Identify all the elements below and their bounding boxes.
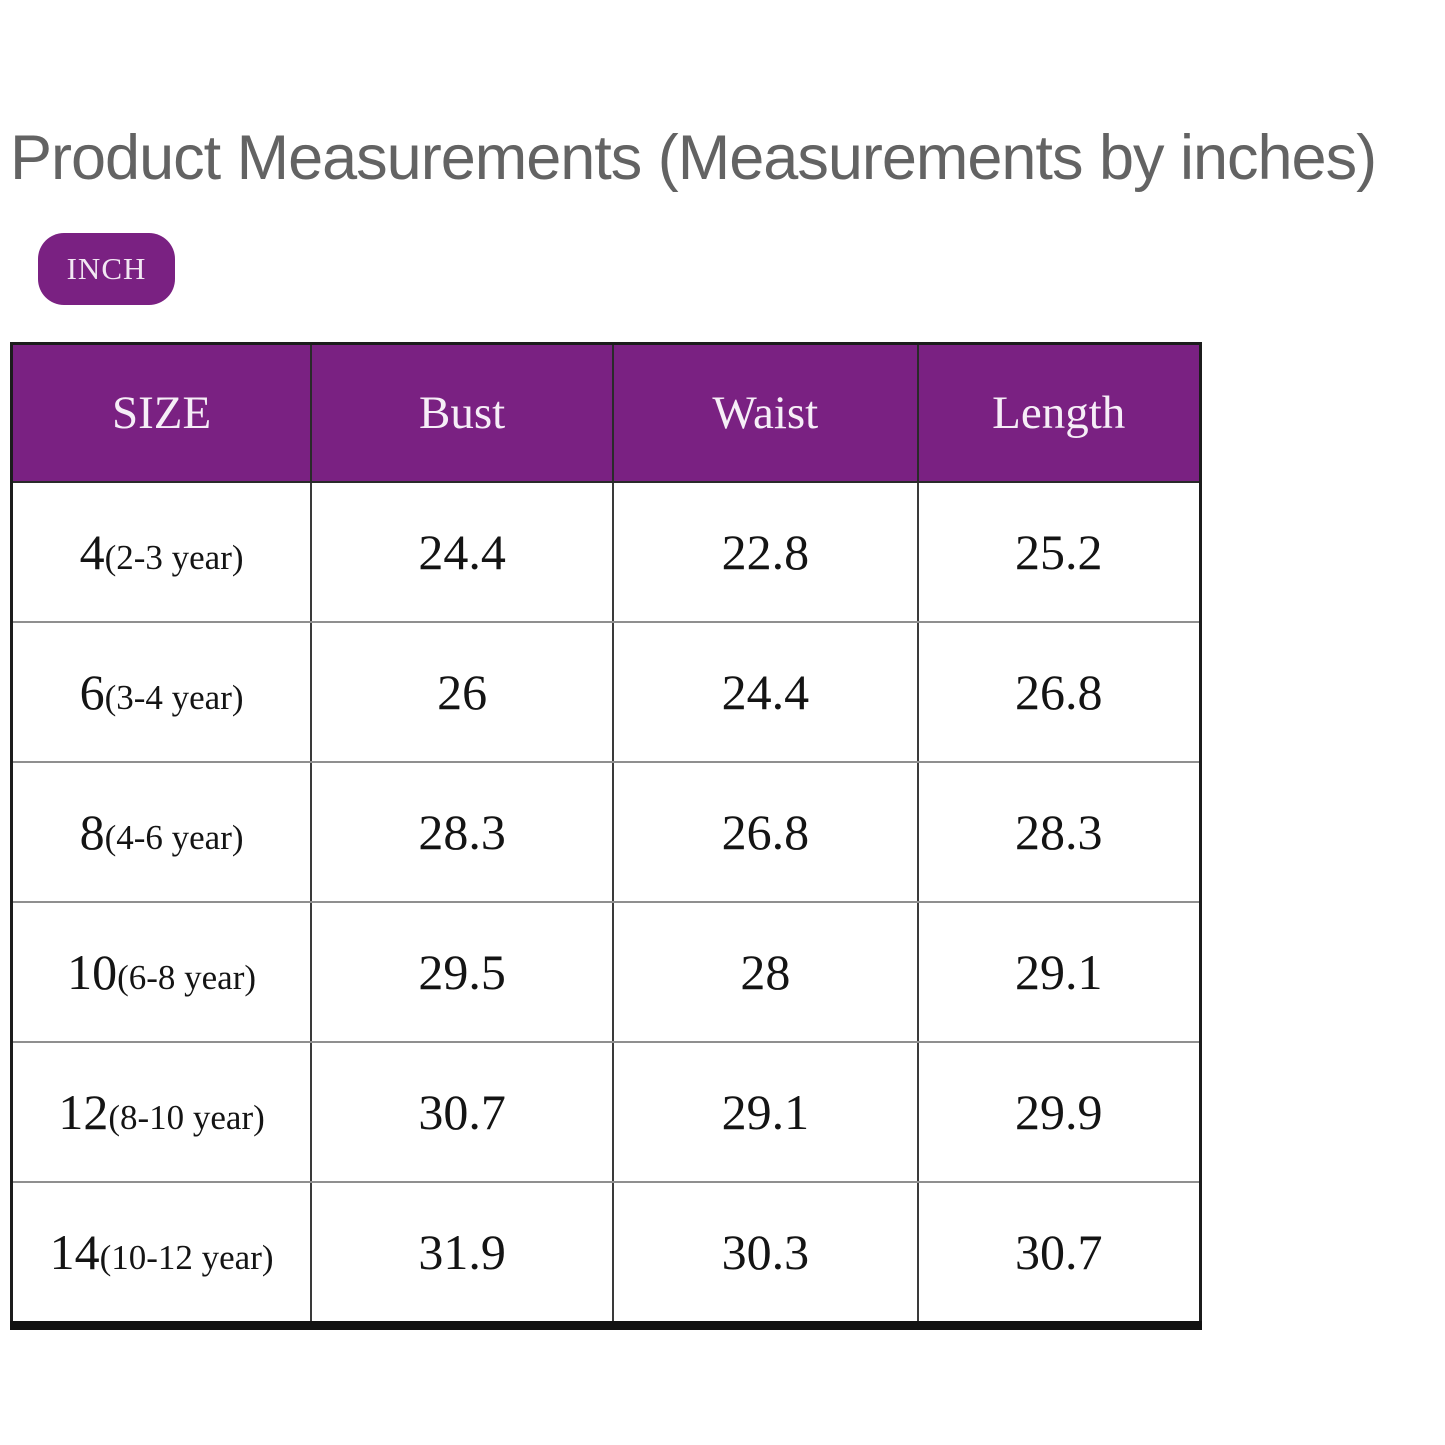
bust-cell: 24.4 <box>310 481 615 623</box>
size-age-range: (8-10 year) <box>108 1098 265 1137</box>
size-number: 4 <box>79 524 105 580</box>
table-row: 8(4-6 year) 28.3 26.8 28.3 <box>10 761 1202 903</box>
size-age-range: (6-8 year) <box>117 958 257 997</box>
size-number: 12 <box>58 1084 109 1140</box>
length-cell: 26.8 <box>916 621 1202 763</box>
size-number: 14 <box>49 1224 100 1280</box>
size-age-range: (4-6 year) <box>104 818 244 857</box>
length-cell: 29.1 <box>916 901 1202 1043</box>
size-cell: 8(4-6 year) <box>10 761 313 903</box>
table-row: 6(3-4 year) 26 24.4 26.8 <box>10 621 1202 763</box>
inch-unit-badge: INCH <box>38 233 175 305</box>
measurements-table: SIZE Bust Waist Length 4(2-3 year) 24.4 … <box>10 342 1202 1330</box>
length-cell: 29.9 <box>916 1041 1202 1183</box>
bust-cell: 26 <box>310 621 615 763</box>
size-number: 6 <box>79 664 105 720</box>
size-number: 8 <box>79 804 105 860</box>
length-cell: 30.7 <box>916 1181 1202 1326</box>
table-row: 12(8-10 year) 30.7 29.1 29.9 <box>10 1041 1202 1183</box>
col-header-waist: Waist <box>612 342 919 483</box>
size-age-range: (3-4 year) <box>104 678 244 717</box>
bust-cell: 31.9 <box>310 1181 615 1326</box>
size-cell: 14(10-12 year) <box>10 1181 313 1326</box>
col-header-length: Length <box>916 342 1202 483</box>
bust-cell: 29.5 <box>310 901 615 1043</box>
waist-cell: 30.3 <box>612 1181 919 1326</box>
length-cell: 28.3 <box>916 761 1202 903</box>
size-cell: 4(2-3 year) <box>10 481 313 623</box>
table-row: 4(2-3 year) 24.4 22.8 25.2 <box>10 481 1202 623</box>
waist-cell: 28 <box>612 901 919 1043</box>
inch-badge-label: INCH <box>66 251 147 286</box>
table-row: 10(6-8 year) 29.5 28 29.1 <box>10 901 1202 1043</box>
bust-cell: 30.7 <box>310 1041 615 1183</box>
size-age-range: (10-12 year) <box>99 1238 274 1277</box>
table-header-row: SIZE Bust Waist Length <box>10 342 1202 483</box>
col-header-size: SIZE <box>10 342 313 483</box>
col-header-bust: Bust <box>310 342 615 483</box>
waist-cell: 26.8 <box>612 761 919 903</box>
waist-cell: 24.4 <box>612 621 919 763</box>
page-title: Product Measurements (Measurements by in… <box>10 123 1377 193</box>
size-age-range: (2-3 year) <box>104 538 244 577</box>
size-number: 10 <box>67 944 118 1000</box>
size-cell: 10(6-8 year) <box>10 901 313 1043</box>
waist-cell: 22.8 <box>612 481 919 623</box>
waist-cell: 29.1 <box>612 1041 919 1183</box>
size-cell: 6(3-4 year) <box>10 621 313 763</box>
table-row: 14(10-12 year) 31.9 30.3 30.7 <box>10 1181 1202 1326</box>
size-cell: 12(8-10 year) <box>10 1041 313 1183</box>
bust-cell: 28.3 <box>310 761 615 903</box>
length-cell: 25.2 <box>916 481 1202 623</box>
